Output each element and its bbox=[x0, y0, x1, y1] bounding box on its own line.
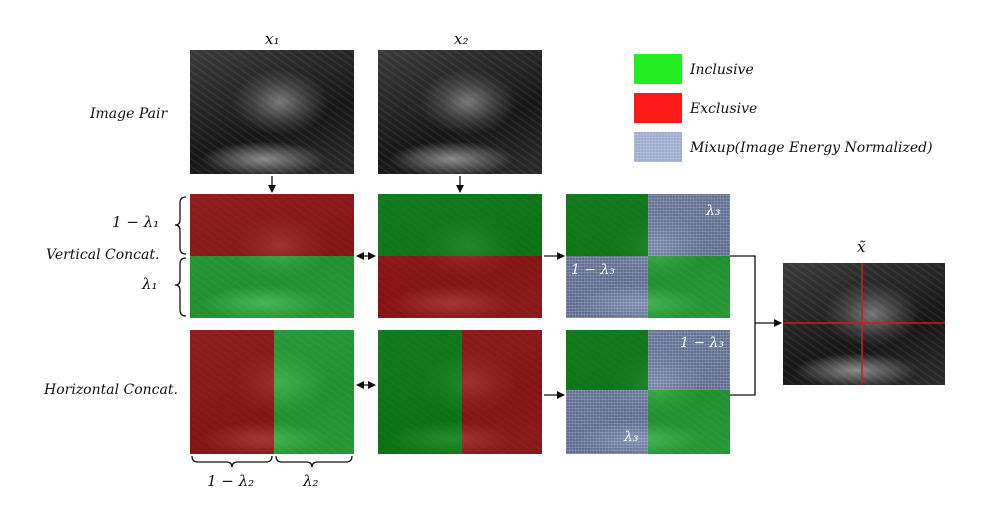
inclusive-region bbox=[190, 256, 354, 318]
mixup-region bbox=[566, 256, 648, 318]
inclusive-region bbox=[648, 256, 730, 318]
lambda1-complement-label: 1 − λ₁ bbox=[112, 213, 160, 231]
legend-swatch-exclusive bbox=[634, 93, 682, 123]
lambda1-label: λ₁ bbox=[142, 275, 158, 293]
legend-label-mixup: Mixup(Image Energy Normalized) bbox=[690, 140, 933, 156]
exclusive-region bbox=[378, 256, 542, 318]
ultrasound-image-x1 bbox=[190, 50, 354, 174]
brace-bottom bbox=[174, 257, 187, 317]
legend-label-inclusive: Inclusive bbox=[690, 62, 754, 78]
horizontal-concat-x2 bbox=[378, 330, 542, 454]
mix-h-top-label: 1 − λ₃ bbox=[680, 335, 725, 351]
vertical-concat-x1 bbox=[190, 194, 354, 318]
mix-v-bottom-label: 1 − λ₃ bbox=[571, 262, 616, 278]
lambda2-label: λ₂ bbox=[303, 472, 319, 490]
mixup-region bbox=[566, 390, 648, 454]
vertical-concat-label: Vertical Concat. bbox=[46, 247, 160, 263]
inclusive-region bbox=[566, 330, 648, 390]
legend-swatch-mixup bbox=[634, 132, 682, 162]
lambda2-complement-label: 1 − λ₂ bbox=[207, 472, 255, 490]
exclusive-region bbox=[190, 194, 354, 256]
image-pair-label: Image Pair bbox=[90, 106, 168, 122]
exclusive-region bbox=[190, 330, 274, 454]
horizontal-mix-result bbox=[566, 330, 730, 454]
brace-left bbox=[191, 455, 273, 468]
xtilde-label: x̃ bbox=[857, 238, 866, 256]
ultrasound-image-x2 bbox=[378, 50, 542, 174]
legend-swatch-inclusive bbox=[634, 54, 682, 84]
exclusive-region bbox=[462, 330, 542, 454]
mixup-region bbox=[648, 330, 730, 390]
brace-top bbox=[174, 196, 187, 255]
horizontal-concat-x1 bbox=[190, 330, 354, 454]
mixup-region bbox=[648, 194, 730, 256]
final-mixed-image bbox=[783, 263, 945, 385]
inclusive-region bbox=[378, 194, 542, 256]
horizontal-concat-label: Horizontal Concat. bbox=[44, 382, 178, 398]
x2-label: x₂ bbox=[454, 30, 469, 48]
vertical-mix-result bbox=[566, 194, 730, 318]
mix-v-top-label: λ₃ bbox=[706, 203, 721, 219]
mix-h-bottom-label: λ₃ bbox=[624, 429, 639, 445]
merge-bracket bbox=[730, 255, 756, 396]
x1-label: x₁ bbox=[265, 30, 280, 48]
inclusive-region bbox=[274, 330, 354, 454]
inclusive-region bbox=[566, 194, 648, 256]
inclusive-region bbox=[648, 390, 730, 454]
legend-label-exclusive: Exclusive bbox=[690, 101, 758, 117]
vertical-concat-x2 bbox=[378, 194, 542, 318]
brace-right bbox=[275, 455, 353, 468]
inclusive-region bbox=[378, 330, 462, 454]
